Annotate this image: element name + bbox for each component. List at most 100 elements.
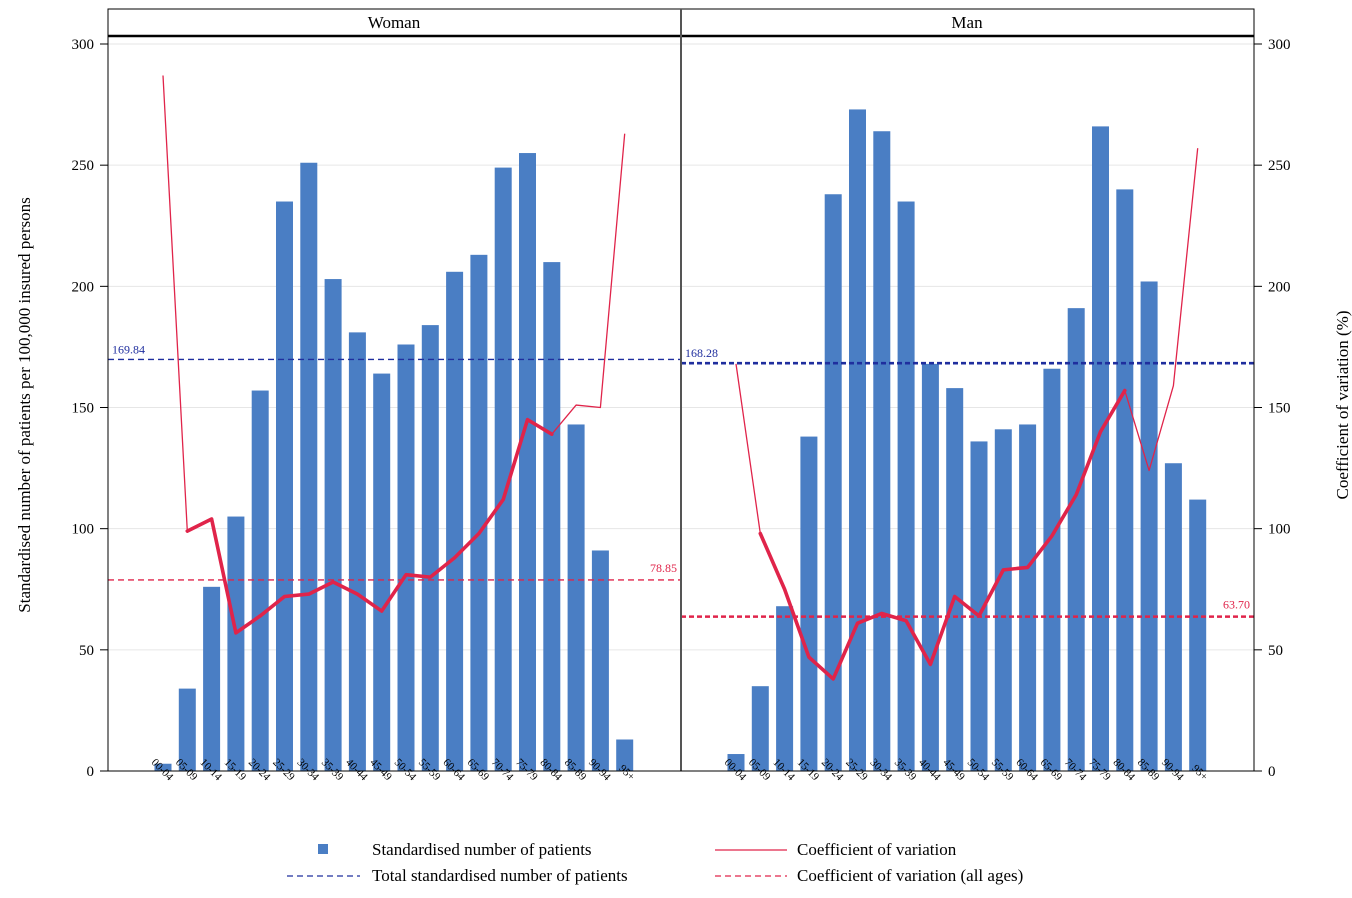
category-label-woman-60-64: 60-64 xyxy=(440,756,467,783)
category-label-woman-80-84: 80-84 xyxy=(538,756,565,783)
category-label-man-75-79: 75-79 xyxy=(1086,756,1113,783)
y-axis-left-title: Standardised number of patients per 100,… xyxy=(15,197,34,612)
category-label-woman-05-09: 05-09 xyxy=(173,756,200,783)
bar-man-85-89 xyxy=(1140,281,1158,771)
bar-woman-00-04 xyxy=(154,763,172,771)
axes: 0 0 50 50 100 100 150 150 200 200 250 250 300 300 xyxy=(72,37,1291,780)
category-label-woman-40-44: 40-44 xyxy=(343,756,370,783)
bar-woman-25-29 xyxy=(276,201,293,771)
category-label-man-90-94: 90-94 xyxy=(1159,756,1186,783)
category-label-man-30-34: 30-34 xyxy=(868,756,895,783)
y-right-tick-label-50: 50 xyxy=(1268,643,1283,659)
y-left-tick-label-50: 50 xyxy=(79,643,94,659)
category-label-man-85-89: 85-89 xyxy=(1135,756,1162,783)
bar-woman-70-74 xyxy=(494,167,512,772)
category-label-woman-85-89: 85-89 xyxy=(562,756,589,783)
category-label-woman-25-29: 25-29 xyxy=(270,756,297,783)
y-left-tick-label-0: 0 xyxy=(87,764,95,780)
category-labels: 00-0405-0910-1415-1920-2425-2930-3435-39… xyxy=(149,756,1210,783)
bar-man-15-19 xyxy=(800,436,818,771)
total-label-man: 168.28 xyxy=(685,346,718,360)
bar-man-45-49 xyxy=(946,388,964,771)
category-label-man-55-59: 55-59 xyxy=(989,756,1016,783)
category-label-man-10-14: 10-14 xyxy=(770,756,797,783)
bar-woman-20-24 xyxy=(251,390,269,771)
bar-man-75-79 xyxy=(1092,126,1109,772)
bar-woman-10-14 xyxy=(203,586,221,771)
y-right-tick-label-250: 250 xyxy=(1268,158,1291,174)
category-label-man-05-09: 05-09 xyxy=(746,756,773,783)
cv-thick-line-woman xyxy=(185,417,554,635)
category-label-woman-45-49: 45-49 xyxy=(367,756,394,783)
bar-man-05-09 xyxy=(751,686,769,771)
category-label-woman-20-24: 20-24 xyxy=(246,756,273,783)
bar-man-00-04 xyxy=(727,754,745,771)
y-axis-right-title: Coefficient of variation (%) xyxy=(1333,311,1352,500)
cv-all-label-man: 63.70 xyxy=(1223,598,1250,612)
category-label-man-35-39: 35-39 xyxy=(892,756,919,783)
legend: Standardised number of patients Coeffici… xyxy=(287,840,1023,885)
bar-man-70-74 xyxy=(1067,308,1085,771)
category-label-woman-35-39: 35-39 xyxy=(319,756,346,783)
legend-bar-label: Standardised number of patients xyxy=(372,840,592,859)
bar-woman-90-94 xyxy=(591,550,609,771)
lines: 169.84 78.85 168.28 63.70 xyxy=(108,75,1254,681)
category-label-man-15-19: 15-19 xyxy=(795,756,822,783)
cv-thick-line-man xyxy=(758,388,1127,681)
bar-man-50-54 xyxy=(970,441,988,771)
bar-woman-15-19 xyxy=(227,516,245,771)
category-label-man-70-74: 70-74 xyxy=(1062,756,1089,783)
legend-total-label: Total standardised number of patients xyxy=(372,866,628,885)
y-left-tick-label-250: 250 xyxy=(72,158,95,174)
bars xyxy=(154,109,1207,772)
y-right-tick-label-0: 0 xyxy=(1268,764,1276,780)
category-label-man-50-54: 50-54 xyxy=(965,756,992,783)
category-label-woman-65-69: 65-69 xyxy=(465,756,492,783)
category-label-woman-55-59: 55-59 xyxy=(416,756,443,783)
category-label-man-40-44: 40-44 xyxy=(916,756,943,783)
bar-man-10-14 xyxy=(776,606,794,771)
category-label-woman-30-34: 30-34 xyxy=(295,756,322,783)
legend-cv-label: Coefficient of variation xyxy=(797,840,957,859)
bar-woman-35-39 xyxy=(324,279,342,771)
y-left-tick-label-100: 100 xyxy=(72,522,95,538)
y-right-tick-label-150: 150 xyxy=(1268,401,1291,417)
bar-woman-65-69 xyxy=(470,254,488,771)
category-label-woman-10-14: 10-14 xyxy=(197,756,224,783)
category-label-man-25-29: 25-29 xyxy=(843,756,870,783)
bar-woman-85-89 xyxy=(567,424,585,771)
bar-man-25-29 xyxy=(849,109,866,772)
category-label-man-80-84: 80-84 xyxy=(1111,756,1138,783)
cv-all-label-woman: 78.85 xyxy=(650,561,677,575)
panel-title-man: Man xyxy=(951,13,983,32)
category-label-man-65-69: 65-69 xyxy=(1038,756,1065,783)
y-left-tick-label-200: 200 xyxy=(72,279,95,295)
bar-woman-40-44 xyxy=(348,332,366,771)
bar-woman-50-54 xyxy=(397,344,415,771)
bar-man-95+ xyxy=(1189,499,1207,771)
bar-woman-55-59 xyxy=(421,325,439,771)
bar-man-80-84 xyxy=(1116,189,1134,771)
y-right-tick-label-100: 100 xyxy=(1268,522,1291,538)
y-right-tick-label-200: 200 xyxy=(1268,279,1291,295)
plot-frame xyxy=(107,9,1255,772)
y-left-tick-label-150: 150 xyxy=(72,401,95,417)
category-label-woman-50-54: 50-54 xyxy=(392,756,419,783)
total-label-woman: 169.84 xyxy=(112,342,145,356)
bar-woman-80-84 xyxy=(543,262,561,771)
bar-woman-75-79 xyxy=(519,153,536,772)
legend-bar-swatch xyxy=(318,844,328,854)
category-label-woman-70-74: 70-74 xyxy=(489,756,516,783)
bar-man-30-34 xyxy=(873,131,891,772)
category-label-woman-75-79: 75-79 xyxy=(513,756,540,783)
category-label-woman-90-94: 90-94 xyxy=(586,756,613,783)
category-label-man-60-64: 60-64 xyxy=(1013,756,1040,783)
bar-man-60-64 xyxy=(1019,424,1037,771)
bar-woman-30-34 xyxy=(300,162,318,771)
bar-woman-60-64 xyxy=(446,271,464,771)
bar-man-65-69 xyxy=(1043,368,1061,771)
panel-title-woman: Woman xyxy=(368,13,421,32)
category-label-woman-15-19: 15-19 xyxy=(222,756,249,783)
legend-cv-all-label: Coefficient of variation (all ages) xyxy=(797,866,1023,885)
